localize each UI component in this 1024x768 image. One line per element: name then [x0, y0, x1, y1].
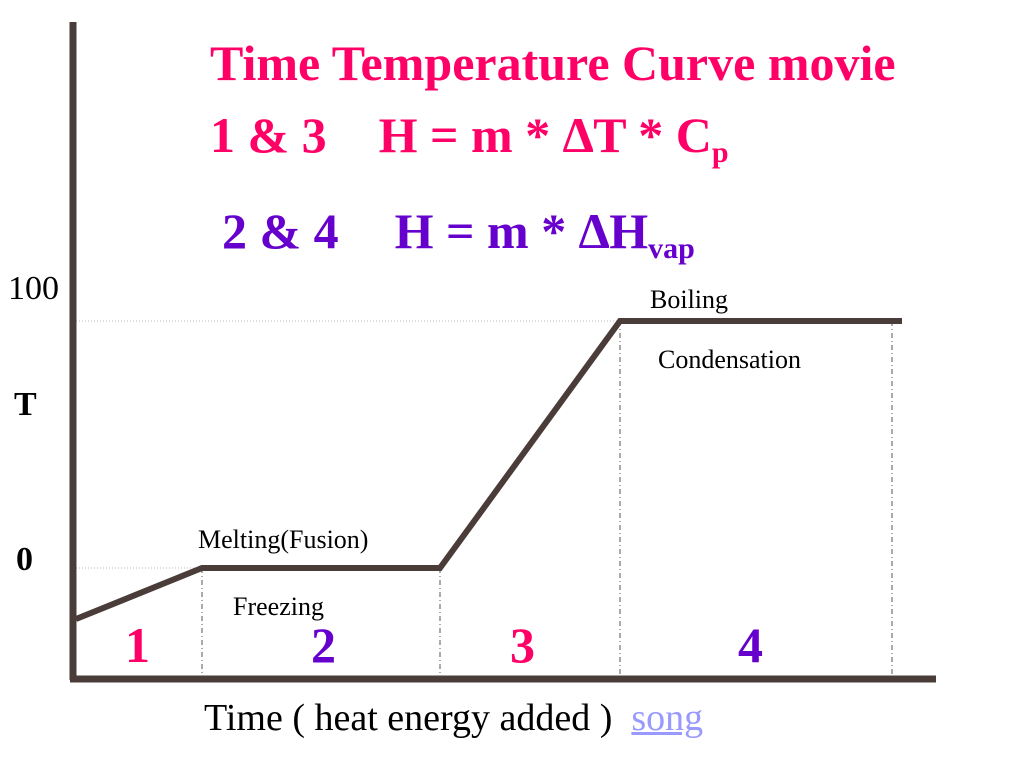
title-line-3-prefix: 2 & 4	[222, 203, 339, 259]
label-freezing: Freezing	[233, 592, 324, 621]
latent-heat-formula: H = m * ∆H	[394, 203, 649, 259]
label-boiling: Boiling	[650, 285, 729, 314]
title-line-2: 1 & 3 H = m * ∆T * Cp	[210, 106, 729, 170]
y-label-0: 0	[16, 541, 33, 578]
label-melting: Melting(Fusion)	[198, 525, 369, 554]
region-label-3: 3	[510, 617, 535, 673]
heating-curve	[74, 318, 902, 622]
sensible-heat-formula-sub: p	[711, 136, 729, 169]
y-label-100: 100	[8, 270, 59, 307]
region-label-4: 4	[738, 617, 763, 673]
sensible-heat-formula: H = m * ∆T * C	[378, 107, 712, 163]
region-label-1: 1	[125, 617, 150, 673]
region-label-2: 2	[311, 617, 336, 673]
title-line-2-prefix: 1 & 3	[210, 107, 327, 163]
x-axis-label: Time ( heat energy added ) song	[204, 696, 703, 740]
song-link[interactable]: song	[631, 697, 704, 739]
x-axis-title: Time ( heat energy added )	[204, 697, 613, 739]
latent-heat-formula-sub: vap	[648, 232, 695, 265]
label-condensation: Condensation	[658, 345, 801, 374]
title-text: Time Temperature Curve movie	[210, 35, 896, 91]
y-axis-title: T	[14, 386, 37, 423]
title-line-3: 2 & 4 H = m * ∆Hvap	[222, 202, 695, 266]
title-line-1: Time Temperature Curve movie	[210, 34, 896, 92]
